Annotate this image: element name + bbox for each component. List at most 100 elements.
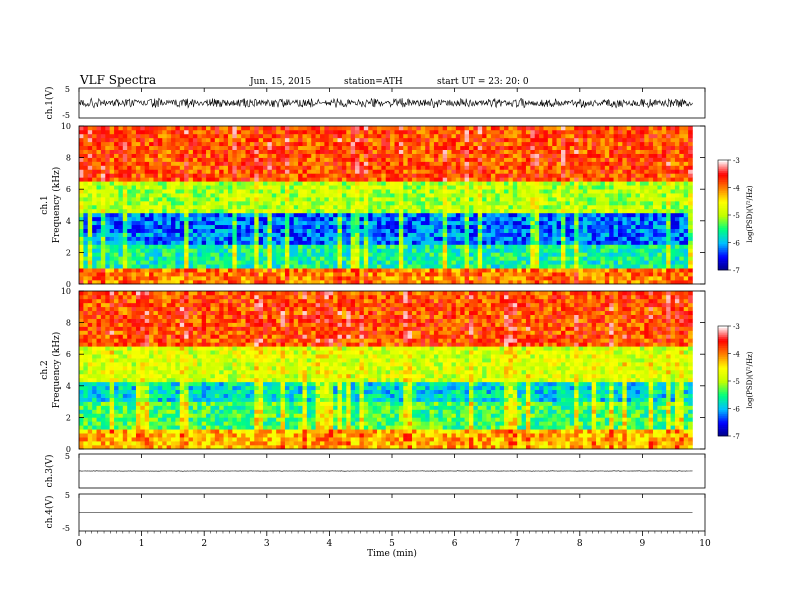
spectrogram-cell — [166, 272, 172, 277]
spectrogram-cell — [455, 137, 461, 143]
spectrogram-cell — [100, 137, 106, 143]
spectrogram-cell — [219, 201, 224, 206]
spectrogram-cell — [486, 232, 492, 237]
spectrogram-cell — [543, 201, 549, 206]
spectrogram-cell — [210, 212, 216, 218]
spectrogram-cell — [201, 201, 207, 206]
spectrogram-cell — [254, 232, 259, 237]
spectrogram-cell — [249, 193, 255, 198]
spectrogram-cell — [311, 193, 316, 198]
spectrogram-cell — [530, 133, 536, 139]
spectrogram-cell — [464, 133, 470, 139]
spectrogram-cell — [604, 228, 610, 233]
spectrogram-cell — [219, 197, 224, 202]
spectrogram-cell — [157, 193, 163, 198]
spectrogram-cell — [495, 201, 500, 206]
spectrogram-cell — [245, 201, 251, 206]
spectrogram-cell — [179, 129, 185, 135]
spectrogram-cell — [131, 141, 137, 147]
spectrogram-cell — [582, 240, 588, 245]
spectrogram-cell — [254, 216, 259, 222]
spectrogram-cell — [578, 141, 584, 147]
spectrogram-cell — [355, 149, 360, 154]
spectrogram-cell — [114, 252, 119, 257]
spectrogram-cell — [232, 240, 238, 245]
spectrogram-cell — [223, 177, 229, 182]
spectrogram-cell — [381, 205, 387, 210]
spectrogram-cell — [512, 201, 518, 206]
spectrogram-cell — [210, 169, 216, 174]
spectrogram-cell — [381, 201, 387, 206]
spectrogram-cell — [267, 169, 273, 174]
spectrogram-cell — [565, 177, 571, 182]
spectrogram-cell — [420, 133, 426, 139]
spectrogram-cell — [92, 141, 97, 147]
spectrogram-cell — [368, 181, 373, 186]
spectrogram-cell — [306, 248, 312, 253]
spectrogram-cell — [508, 126, 514, 131]
spectrogram-cell — [201, 177, 207, 182]
spectrogram-cell — [582, 133, 588, 139]
spectrogram-cell — [477, 157, 483, 162]
spectrogram-cell — [429, 193, 435, 198]
spectrogram-cell — [517, 228, 522, 233]
spectrogram-cell — [192, 260, 198, 265]
spectrogram-cell — [298, 240, 303, 245]
spectrogram-cell — [171, 133, 176, 139]
spectrogram-cell — [149, 276, 154, 281]
spectrogram-cell — [122, 256, 128, 261]
spectrogram-cell — [227, 185, 233, 190]
spectrogram-cell — [175, 165, 181, 170]
spectrogram-cell — [100, 145, 106, 150]
spectrogram-cell — [407, 216, 413, 222]
spectrogram-cell — [403, 240, 408, 245]
spectrogram-cell — [420, 264, 426, 269]
spectrogram-cell — [495, 216, 500, 222]
spectrogram-cell — [241, 276, 246, 281]
spectrogram-cell — [464, 126, 470, 131]
spectrogram-cell — [385, 240, 391, 245]
spectrogram-cell — [320, 256, 325, 261]
spectrogram-cell — [197, 216, 202, 222]
spectrogram-cell — [298, 244, 303, 249]
spectrogram-cell — [127, 220, 132, 226]
spectrogram-cell — [245, 212, 251, 218]
spectrogram-cell — [122, 145, 128, 150]
spectrogram-cell — [324, 129, 330, 135]
spectrogram-cell — [547, 256, 553, 261]
spectrogram-cell — [495, 126, 500, 131]
spectrogram-cell — [525, 224, 531, 229]
spectrogram-cell — [425, 169, 430, 174]
spectrogram-cell — [201, 137, 207, 143]
spectrogram-cell — [122, 252, 128, 257]
spectrogram-cell — [306, 165, 312, 170]
spectrogram-cell — [433, 153, 439, 158]
spectrogram-cell — [311, 141, 316, 147]
spectrogram-cell — [359, 133, 365, 139]
spectrogram-cell — [96, 169, 102, 174]
spectrogram-cell — [473, 212, 479, 218]
spectrogram-cell — [122, 149, 128, 154]
spectrogram-cell — [346, 208, 351, 214]
spectrogram-cell — [394, 185, 400, 190]
spectrogram-cell — [539, 208, 544, 214]
spectrogram-cell — [447, 129, 452, 135]
spectrogram-cell — [403, 173, 408, 178]
spectrogram-cell — [131, 177, 137, 182]
spectrogram-cell — [464, 276, 470, 281]
spectrogram-cell — [525, 280, 531, 285]
spectrogram-cell — [499, 149, 505, 154]
spectrogram-cell — [596, 220, 601, 226]
spectrogram-cell — [214, 197, 220, 202]
spectrogram-cell — [582, 244, 588, 249]
spectrogram-cell — [455, 126, 461, 131]
spectrogram-cell — [398, 244, 404, 249]
spectrogram-cell — [565, 216, 571, 222]
spectrogram-cell — [92, 153, 97, 158]
spectrogram-cell — [306, 189, 312, 194]
spectrogram-cell — [521, 133, 527, 139]
spectrogram-cell — [337, 197, 343, 202]
spectrogram-cell — [232, 280, 238, 285]
spectrogram-cell — [499, 197, 505, 202]
spectrogram-cell — [245, 129, 251, 135]
